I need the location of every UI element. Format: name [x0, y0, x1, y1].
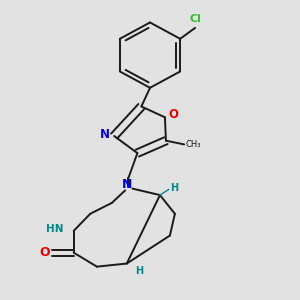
- Text: N: N: [122, 178, 132, 191]
- Text: CH₃: CH₃: [185, 140, 201, 149]
- Text: Cl: Cl: [189, 14, 201, 24]
- Text: N: N: [100, 128, 110, 141]
- Text: HN: HN: [46, 224, 63, 234]
- Text: O: O: [168, 108, 178, 122]
- Text: O: O: [40, 246, 50, 259]
- Text: H: H: [135, 266, 143, 276]
- Text: H: H: [171, 183, 179, 193]
